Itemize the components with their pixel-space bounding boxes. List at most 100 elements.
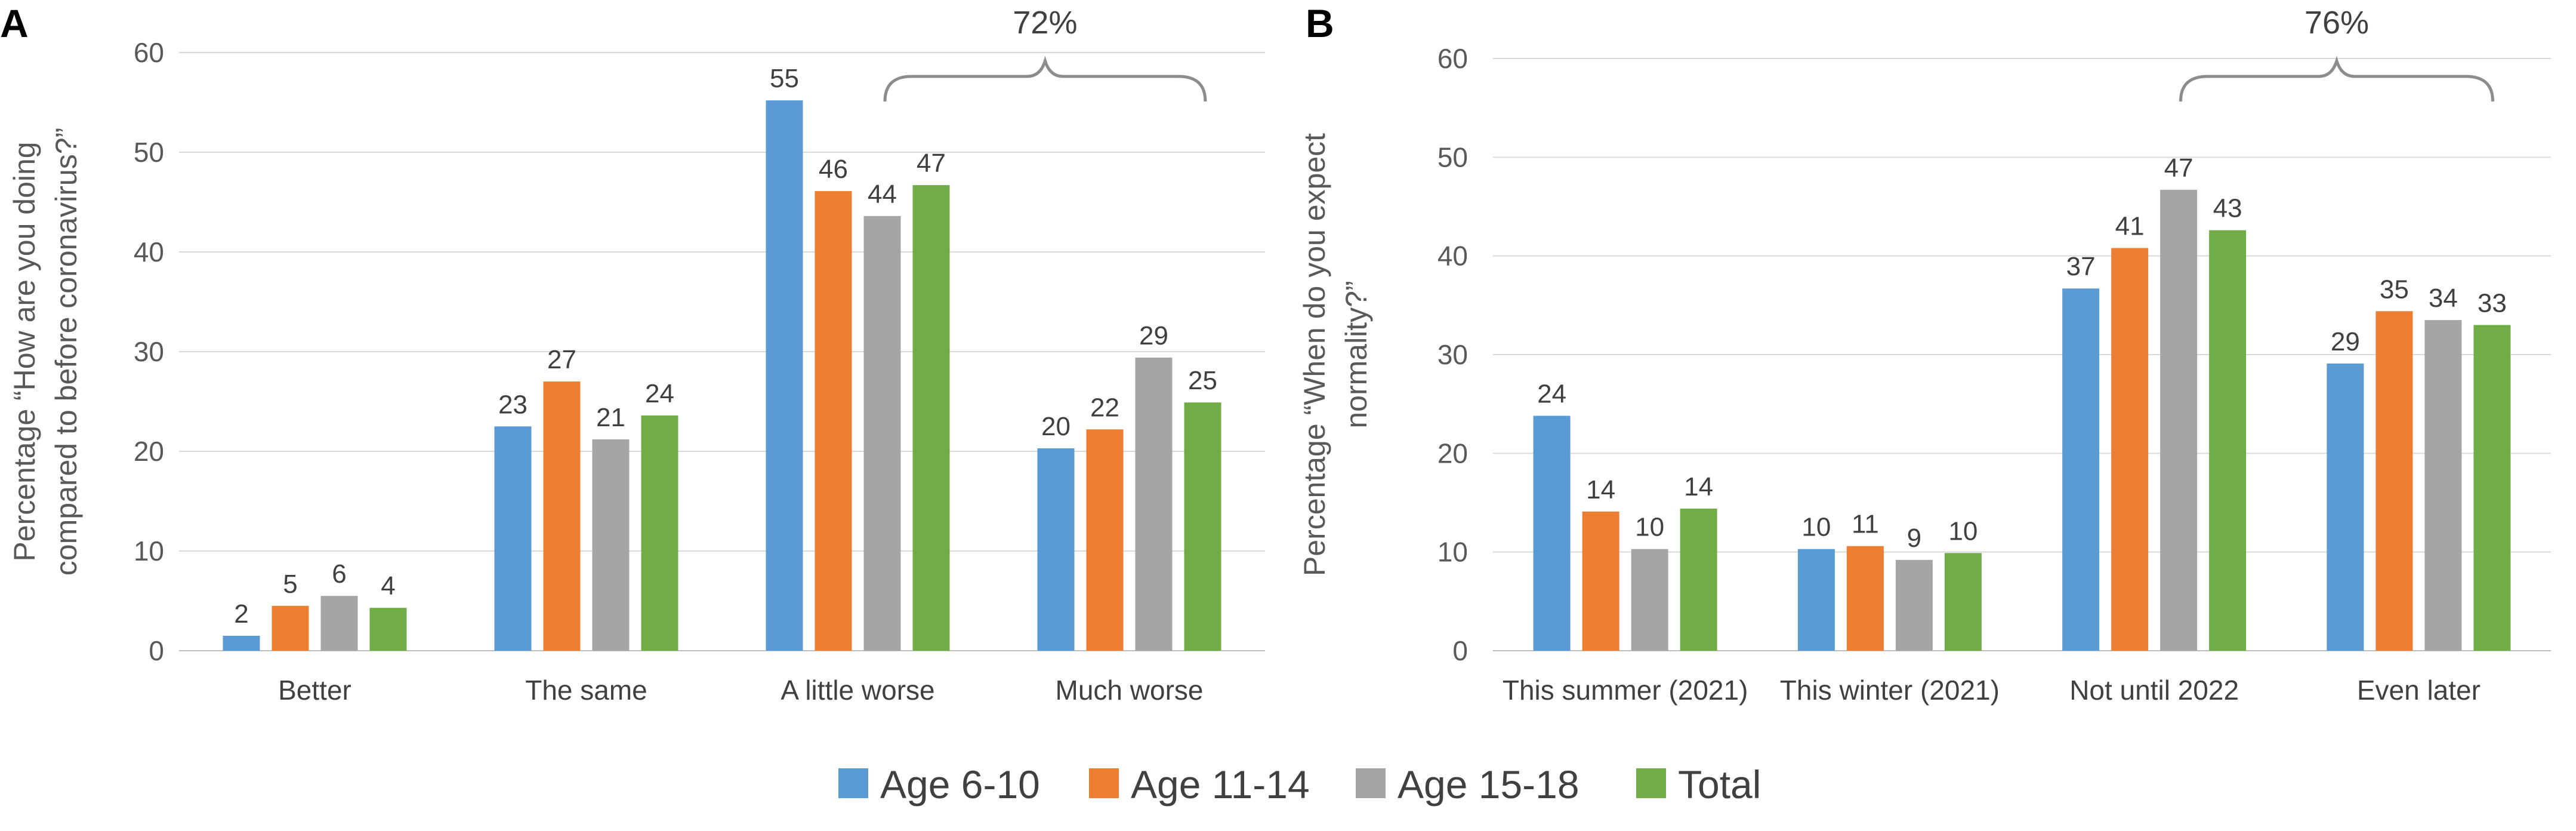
bar-age-15-18 [2160,189,2198,651]
data-label: 2 [234,599,248,629]
bar-age-6-10 [1797,549,1835,651]
data-label: 24 [1537,380,1566,409]
bar-total [1944,553,1982,651]
y-axis-label: Percentage “How are you doing [8,141,41,561]
bar-age-11-14 [2376,311,2413,651]
y-tick-label: 10 [134,535,164,567]
data-label: 25 [1188,366,1217,395]
bar-age-6-10 [223,635,260,651]
data-label: 4 [381,571,395,601]
bar-age-6-10 [494,426,532,651]
x-category-label: Much worse [1056,675,1204,706]
y-axis-label: normality?” [1340,281,1373,428]
bar-age-11-14 [1582,511,1619,651]
bar-age-6-10 [1037,448,1075,651]
data-label: 22 [1090,393,1119,422]
y-tick-label: 0 [149,635,164,666]
y-tick-label: 40 [134,236,164,267]
legend-swatch-age-11-14 [1089,768,1119,798]
bar-age-6-10 [766,100,803,651]
bar-age-11-14 [543,381,581,651]
x-category-label: A little worse [780,675,934,706]
panel-letter: A [0,1,29,45]
bar-total [2209,230,2247,651]
legend-label: Age 11-14 [1131,762,1310,807]
data-label: 41 [2115,211,2145,241]
data-label: 47 [2164,153,2194,183]
data-label: 11 [1852,510,1879,539]
y-tick-label: 20 [134,436,164,467]
data-label: 33 [2478,288,2507,318]
bar-age-11-14 [1086,429,1124,651]
bar-age-11-14 [1846,546,1884,651]
bar-age-15-18 [863,216,901,651]
y-tick-label: 60 [134,37,164,68]
bar-total [2473,325,2511,651]
data-label: 9 [1907,524,1921,553]
y-axis-label: Percentage “When do you expect [1298,133,1331,576]
data-label: 29 [2331,327,2360,356]
data-label: 43 [2213,194,2242,223]
y-tick-label: 50 [1437,141,1468,173]
x-category-label: This winter (2021) [1780,675,2000,706]
bar-total [912,185,950,651]
legend-label: Age 6-10 [880,762,1040,807]
bar-age-15-18 [592,439,630,651]
data-label: 6 [332,559,346,589]
data-label: 47 [917,149,946,178]
data-label: 37 [2066,252,2096,281]
y-tick-label: 60 [1437,43,1468,74]
legend-label: Age 15-18 [1397,762,1579,807]
legend-swatch-age-15-18 [1356,768,1386,798]
bar-age-15-18 [2424,320,2462,651]
data-label: 10 [1948,516,1977,546]
data-label: 34 [2429,284,2458,313]
bar-age-11-14 [815,191,852,651]
bar-age-6-10 [2062,288,2100,651]
data-label: 24 [645,379,674,408]
bar-age-15-18 [1135,358,1173,651]
data-label: 10 [1801,513,1831,542]
panel-letter: B [1306,1,1334,45]
x-category-label: The same [525,675,647,706]
bar-total [641,415,678,651]
bar-total [369,608,407,651]
bar-age-6-10 [1533,415,1571,651]
y-tick-label: 30 [1437,339,1468,370]
annotation-label: 76% [2304,5,2369,41]
data-label: 55 [770,64,799,93]
legend-swatch-total [1636,768,1666,798]
annotation-label: 72% [1013,5,1077,41]
x-category-label: Even later [2357,675,2481,706]
x-category-label: Better [278,675,351,706]
bar-age-6-10 [2327,363,2364,651]
data-label: 23 [498,390,527,419]
legend-swatch-age-6-10 [838,768,868,798]
data-label: 14 [1586,475,1615,504]
bar-total [1680,508,1717,651]
y-tick-label: 30 [134,336,164,367]
data-label: 44 [868,180,897,209]
data-label: 5 [283,570,297,599]
bar-age-11-14 [2111,248,2149,651]
bar-age-15-18 [320,596,358,651]
bar-total [1184,402,1221,651]
annotation-brace [883,56,1207,102]
data-label: 14 [1684,472,1713,501]
chart-panel-b: B 0 10 20 30 40 50 60 Percentage “When do you ex… [1298,1,2551,706]
data-label: 35 [2380,275,2409,304]
legend: Age 6-10 Age 11-14 Age 15-18 Total [838,762,1761,807]
y-tick-label: 50 [134,137,164,168]
chart-panel-a: A 0 10 20 30 40 50 60 Percentage “How are you do… [0,1,1265,706]
data-label: 27 [547,345,576,374]
data-label: 21 [596,403,625,432]
x-category-label: Not until 2022 [2069,675,2239,706]
data-label: 46 [819,155,848,184]
data-label: 20 [1041,412,1070,441]
data-label: 10 [1635,513,1664,542]
y-tick-label: 20 [1437,438,1468,469]
legend-label: Total [1678,762,1761,807]
y-tick-label: 0 [1452,635,1468,666]
annotation-brace [2179,56,2494,102]
